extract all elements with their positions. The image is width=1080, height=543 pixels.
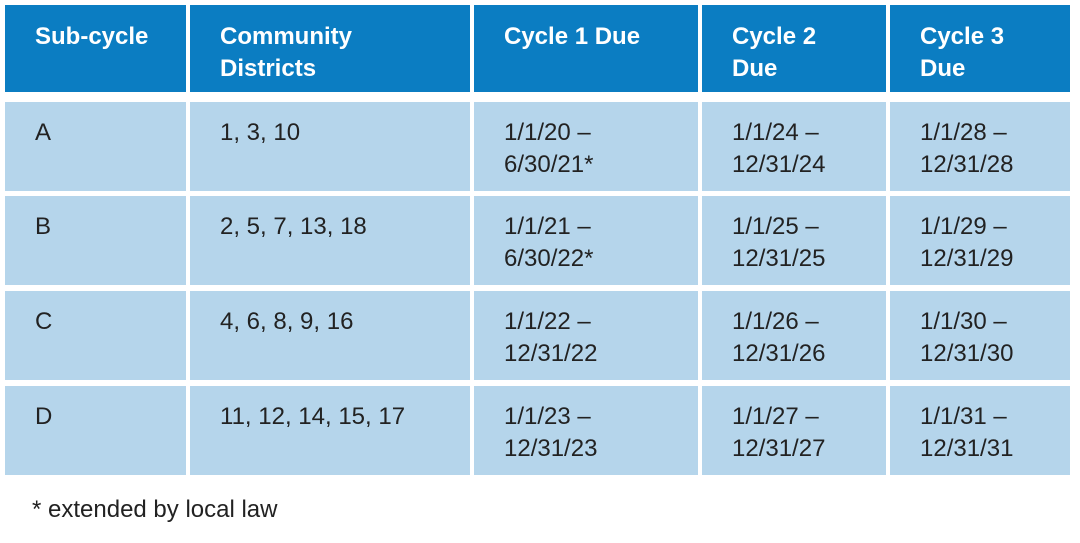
table-cell: 1/1/27 – 12/31/27 [702,386,886,475]
header-cell: Cycle 2 Due [702,5,886,92]
header-cell: Cycle 1 Due [474,5,698,92]
table-cell: B [5,196,186,285]
table-cell: 4, 6, 8, 9, 16 [190,291,470,380]
footnote: * extended by local law [32,496,278,523]
table-cell: 1/1/26 – 12/31/26 [702,291,886,380]
table-cell: 1/1/24 – 12/31/24 [702,102,886,191]
table-cell: 1/1/25 – 12/31/25 [702,196,886,285]
table-cell: 2, 5, 7, 13, 18 [190,196,470,285]
table-cell: 11, 12, 14, 15, 17 [190,386,470,475]
table-cell: 1/1/23 – 12/31/23 [474,386,698,475]
table-cell: 1/1/20 – 6/30/21* [474,102,698,191]
table-cell: 1, 3, 10 [190,102,470,191]
header-cell: Cycle 3 Due [890,5,1070,92]
table-cell: 1/1/30 – 12/31/30 [890,291,1070,380]
table-cell: 1/1/29 – 12/31/29 [890,196,1070,285]
table-cell: 1/1/28 – 12/31/28 [890,102,1070,191]
table-cell: D [5,386,186,475]
table-cell: 1/1/22 – 12/31/22 [474,291,698,380]
table-cell: A [5,102,186,191]
table-cell: 1/1/31 – 12/31/31 [890,386,1070,475]
header-cell: Community Districts [190,5,470,92]
table-cell: C [5,291,186,380]
header-cell: Sub-cycle [5,5,186,92]
table-cell: 1/1/21 – 6/30/22* [474,196,698,285]
